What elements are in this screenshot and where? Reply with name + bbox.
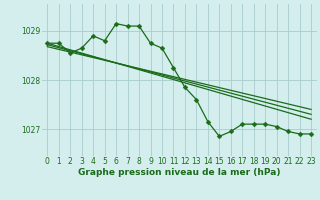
X-axis label: Graphe pression niveau de la mer (hPa): Graphe pression niveau de la mer (hPa) [78, 168, 280, 177]
